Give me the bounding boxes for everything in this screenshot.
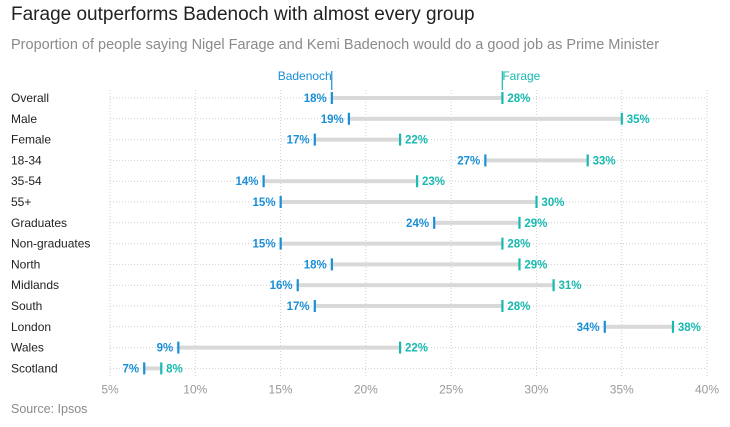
badenoch-marker	[262, 175, 265, 188]
source-note: Source: Ipsos	[11, 402, 88, 416]
farage-value-label: 31%	[558, 280, 581, 292]
tick-label: 5%	[101, 382, 119, 396]
farage-marker	[518, 258, 521, 271]
badenoch-marker	[296, 279, 299, 292]
badenoch-value-label: 24%	[406, 218, 429, 230]
connector-bar	[604, 324, 673, 329]
tick-label: 35%	[610, 382, 634, 396]
badenoch-marker	[279, 196, 282, 208]
badenoch-marker	[433, 216, 436, 229]
connector-bar	[314, 137, 400, 142]
connector-bar	[485, 158, 588, 163]
badenoch-value-label: 34%	[577, 322, 600, 334]
tick-label: 30%	[524, 382, 548, 396]
badenoch-marker	[143, 362, 146, 375]
chart-title: Farage outperforms Badenoch with almost …	[11, 4, 475, 25]
farage-value-label: 35%	[627, 114, 650, 126]
category-label: 18-34	[11, 153, 42, 167]
category-label: Male	[11, 112, 37, 126]
tick-label: 15%	[269, 382, 293, 396]
farage-marker	[586, 154, 589, 167]
farage-marker	[398, 133, 402, 146]
connector-bar	[297, 283, 554, 288]
badenoch-marker	[603, 320, 606, 333]
badenoch-value-label: 14%	[235, 176, 258, 188]
badenoch-value-label: 15%	[253, 239, 276, 251]
category-label: Overall	[11, 91, 49, 105]
farage-marker	[501, 92, 504, 104]
farage-value-label: 22%	[405, 135, 428, 147]
badenoch-marker	[330, 92, 333, 104]
category-label: London	[11, 320, 51, 334]
category-label: Midlands	[11, 278, 59, 292]
category-label: North	[11, 257, 40, 271]
category-label: Scotland	[11, 361, 58, 375]
farage-marker	[160, 362, 163, 375]
farage-value-label: 28%	[507, 301, 530, 313]
farage-value-label: 30%	[541, 197, 564, 209]
tick-label: 20%	[354, 382, 378, 396]
badenoch-marker	[177, 341, 180, 354]
connector-bar	[434, 220, 520, 225]
connector-bar	[314, 304, 503, 308]
farage-value-label: 38%	[678, 322, 701, 334]
farage-marker	[535, 196, 538, 208]
farage-marker	[518, 216, 521, 229]
tick-label: 40%	[695, 382, 719, 396]
connector-bar	[331, 262, 520, 267]
farage-value-label: 33%	[593, 155, 616, 167]
farage-value-label: 8%	[166, 363, 183, 375]
farage-value-label: 29%	[524, 259, 547, 271]
farage-marker	[501, 237, 504, 250]
connector-bar	[280, 241, 503, 246]
farage-marker	[501, 300, 504, 312]
badenoch-marker	[313, 300, 316, 312]
category-label: South	[11, 299, 42, 313]
connector-bar	[331, 96, 503, 100]
badenoch-value-label: 17%	[287, 301, 310, 313]
connector-bar	[348, 116, 622, 121]
badenoch-value-label: 18%	[304, 259, 327, 271]
category-label: Female	[11, 133, 51, 147]
badenoch-value-label: 9%	[157, 343, 174, 355]
badenoch-marker	[313, 133, 316, 146]
badenoch-value-label: 15%	[253, 197, 276, 209]
farage-marker	[416, 175, 419, 188]
farage-marker	[552, 279, 555, 292]
category-label: Graduates	[11, 216, 67, 230]
badenoch-value-label: 19%	[321, 114, 344, 126]
badenoch-value-label: 7%	[122, 363, 139, 375]
connector-bar	[144, 366, 162, 371]
farage-marker	[398, 341, 402, 354]
connector-bar	[178, 345, 400, 350]
farage-value-label: 29%	[524, 218, 547, 230]
chart-subtitle: Proportion of people saying Nigel Farage…	[11, 37, 660, 53]
farage-value-label: 22%	[405, 343, 428, 355]
badenoch-marker	[484, 154, 487, 167]
farage-marker	[620, 112, 623, 125]
farage-value-label: 23%	[422, 176, 445, 188]
legend-farage: Farage	[502, 69, 540, 83]
farage-value-label: 28%	[507, 239, 530, 251]
badenoch-value-label: 17%	[287, 135, 310, 147]
badenoch-value-label: 18%	[304, 93, 327, 105]
badenoch-value-label: 27%	[457, 155, 480, 167]
badenoch-value-label: 16%	[270, 280, 293, 292]
connector-bar	[263, 179, 418, 184]
badenoch-marker	[279, 237, 282, 250]
badenoch-marker	[330, 258, 333, 271]
category-label: Non-graduates	[11, 237, 90, 251]
category-label: 35-54	[11, 174, 42, 188]
tick-label: 25%	[439, 382, 463, 396]
farage-value-label: 28%	[507, 93, 530, 105]
legend-badenoch: Badenoch	[278, 69, 332, 83]
tick-label: 10%	[183, 382, 207, 396]
category-label: 55+	[11, 195, 31, 209]
badenoch-marker	[347, 112, 350, 125]
category-label: Wales	[11, 341, 44, 355]
connector-bar	[280, 200, 537, 204]
farage-marker	[671, 320, 675, 333]
